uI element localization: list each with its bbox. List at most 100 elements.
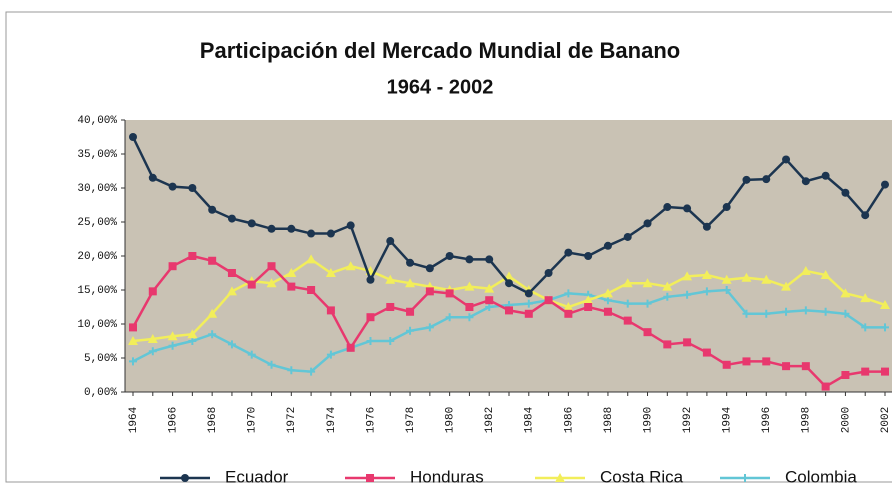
data-point: [584, 252, 593, 260]
data-point: [385, 274, 396, 284]
data-point: [148, 287, 157, 296]
data-point: [742, 357, 751, 366]
data-point: [386, 303, 395, 311]
data-point: [603, 296, 612, 305]
y-tick-label: 35,00%: [77, 149, 117, 161]
data-point: [465, 313, 474, 322]
y-tick-label: 20,00%: [77, 251, 117, 263]
data-point: [801, 362, 810, 371]
y-tick-label: 15,00%: [77, 285, 117, 297]
data-point: [485, 303, 494, 311]
x-tick-label: 1976: [365, 407, 377, 433]
y-tick-label: 10,00%: [77, 319, 117, 331]
data-point: [445, 252, 454, 260]
x-tick-label: 1992: [682, 407, 694, 433]
data-point: [762, 357, 771, 366]
data-point: [326, 229, 335, 238]
data-point: [683, 338, 692, 347]
y-tick-label: 25,00%: [77, 217, 117, 229]
data-point: [148, 173, 157, 182]
data-point: [505, 279, 513, 288]
data-point: [307, 229, 316, 238]
data-point: [782, 307, 791, 316]
data-point: [167, 331, 178, 341]
data-point: [325, 268, 336, 277]
data-point: [820, 270, 831, 280]
data-point: [266, 278, 277, 288]
data-point: [840, 288, 851, 298]
data-point: [346, 343, 355, 352]
data-point: [722, 286, 731, 294]
data-point: [445, 289, 454, 298]
data-point: [386, 337, 395, 345]
data-point: [524, 289, 533, 298]
data-point: [702, 348, 711, 357]
x-tick-label: 2002: [880, 407, 892, 433]
data-point: [326, 350, 335, 359]
data-point: [247, 350, 256, 359]
data-point: [662, 281, 673, 291]
data-point: [485, 296, 494, 305]
data-point: [406, 258, 415, 267]
legend-label: Honduras: [410, 467, 484, 486]
data-point: [226, 286, 237, 296]
data-point: [326, 306, 335, 315]
legend-marker: [741, 474, 749, 482]
data-point: [881, 180, 889, 189]
legend-label: Costa Rica: [600, 467, 684, 486]
x-tick-label: 1974: [326, 406, 338, 433]
data-point: [564, 289, 573, 298]
data-point: [129, 323, 137, 332]
data-point: [227, 269, 236, 277]
data-point: [465, 303, 474, 311]
data-point: [800, 265, 811, 275]
data-point: [208, 330, 217, 339]
data-point: [584, 303, 593, 311]
data-point: [366, 275, 375, 284]
y-tick-label: 30,00%: [77, 183, 117, 195]
data-point: [821, 307, 830, 316]
data-point: [761, 274, 772, 284]
data-point: [524, 309, 533, 318]
data-point: [721, 274, 732, 284]
data-point: [425, 323, 434, 332]
x-tick-label: 1988: [603, 407, 615, 433]
data-point: [345, 261, 356, 271]
data-point: [207, 308, 218, 318]
x-tick-label: 1986: [563, 407, 575, 433]
data-point: [642, 278, 653, 288]
data-point: [129, 357, 137, 366]
data-point: [583, 295, 594, 305]
data-point: [267, 262, 276, 271]
data-point: [287, 366, 296, 375]
data-point: [147, 333, 158, 343]
data-point: [307, 367, 316, 376]
x-tick-label: 2000: [840, 407, 852, 433]
data-point: [663, 292, 672, 301]
x-tick-label: 1984: [524, 406, 536, 433]
data-point: [286, 268, 297, 277]
data-point: [188, 252, 197, 260]
data-point: [564, 309, 573, 318]
data-point: [663, 340, 672, 349]
data-point: [623, 299, 632, 308]
data-point: [801, 177, 810, 186]
data-point: [267, 360, 276, 369]
x-tick-label: 1964: [128, 406, 140, 433]
data-point: [742, 175, 751, 184]
data-point: [762, 309, 771, 318]
data-point: [168, 341, 177, 350]
x-tick-label: 1970: [247, 407, 259, 433]
data-point: [880, 299, 890, 309]
legend-marker: [181, 474, 189, 482]
x-tick-label: 1990: [642, 407, 654, 433]
data-point: [129, 133, 137, 141]
data-point: [603, 241, 612, 250]
legend-label: Ecuador: [225, 467, 289, 486]
data-point: [881, 367, 889, 376]
plot-area: [125, 120, 892, 392]
data-point: [405, 278, 416, 288]
data-point: [682, 271, 693, 281]
data-point: [841, 188, 850, 197]
